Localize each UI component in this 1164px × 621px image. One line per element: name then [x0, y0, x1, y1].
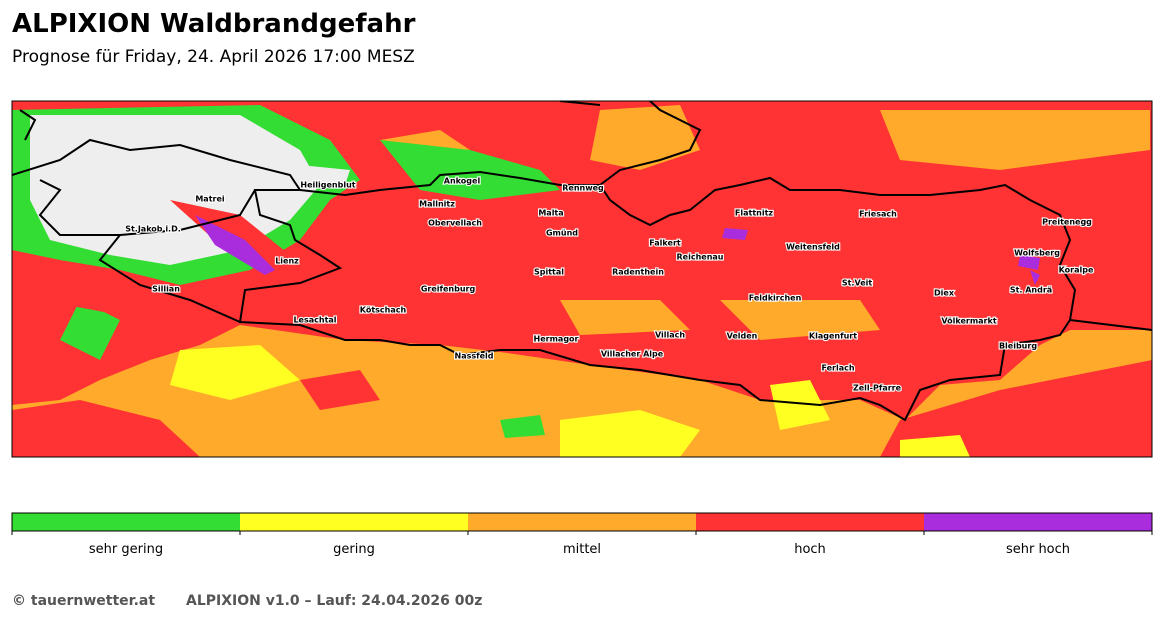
place-label: Diex: [934, 289, 955, 298]
place-label: Wolfsberg: [1014, 249, 1060, 258]
place-label: Reichenau: [677, 253, 724, 262]
place-label: Kötschach: [360, 306, 407, 315]
place-label: Koralpe: [1059, 266, 1094, 275]
legend-label: sehr gering: [89, 542, 163, 557]
place-label: Lesachtal: [293, 316, 336, 325]
place-label: Mallnitz: [419, 200, 455, 209]
footer-copyright: © tauernwetter.at: [12, 593, 155, 609]
place-label: Flattnitz: [735, 209, 774, 218]
legend: sehr gering gering mittel hoch sehr hoch: [11, 512, 1153, 557]
place-label: St.Veit: [842, 279, 873, 288]
place-label: Preitenegg: [1042, 218, 1092, 227]
legend-swatch: [924, 513, 1152, 531]
place-label: Ferlach: [821, 364, 854, 373]
footer-run: ALPIXION v1.0 – Lauf: 24.04.2026 00z: [186, 593, 482, 609]
place-label: St. Andrä: [1010, 286, 1052, 295]
place-label: Malta: [538, 209, 563, 218]
legend-label: hoch: [794, 542, 826, 557]
place-label: Bleiburg: [999, 342, 1037, 351]
place-label: St.Jakob i.D.: [125, 225, 181, 234]
legend-swatch: [696, 513, 924, 531]
place-label: Radenthein: [612, 268, 664, 277]
place-label: Falkert: [649, 239, 681, 248]
title: ALPIXION Waldbrandgefahr: [12, 9, 416, 39]
legend-frame: [11, 512, 1153, 532]
place-label: Feldkirchen: [749, 294, 802, 303]
place-label: Greifenburg: [421, 285, 476, 294]
place-label: Heiligenblut: [300, 181, 355, 190]
place-label: Villach: [655, 331, 685, 340]
place-label: Matrei: [195, 195, 225, 204]
place-label: Klagenfurt: [809, 332, 857, 341]
place-label: Sillian: [152, 285, 180, 294]
place-label: Velden: [727, 332, 758, 341]
legend-swatch: [12, 513, 240, 531]
place-label: Nassfeld: [455, 352, 494, 361]
place-label: Rennweg: [562, 184, 604, 193]
place-label: Spittal: [534, 268, 564, 277]
legend-swatch: [468, 513, 696, 531]
map-frame: [11, 100, 1153, 458]
place-label: Gmünd: [546, 229, 578, 238]
place-label: Friesach: [859, 210, 897, 219]
legend-label: sehr hoch: [1006, 542, 1070, 557]
place-label: Hermagor: [534, 335, 579, 344]
legend-label: mittel: [563, 542, 601, 557]
place-label: Weitensfeld: [786, 243, 840, 252]
subtitle: Prognose für Friday, 24. April 2026 17:0…: [12, 47, 415, 67]
place-labels: Heiligenblut Ankogel Rennweg Matrei Mallnitz…: [124, 175, 1095, 393]
legend-label: gering: [333, 542, 375, 557]
place-label: Obervellach: [428, 219, 482, 228]
place-label: Zell-Pfarre: [853, 384, 902, 393]
legend-swatch: [240, 513, 468, 531]
place-label: Völkermarkt: [941, 317, 996, 326]
place-label: Lienz: [275, 257, 299, 266]
map: [12, 101, 1152, 457]
place-label: Villacher Alpe: [601, 350, 664, 359]
place-label: Ankogel: [444, 177, 481, 186]
